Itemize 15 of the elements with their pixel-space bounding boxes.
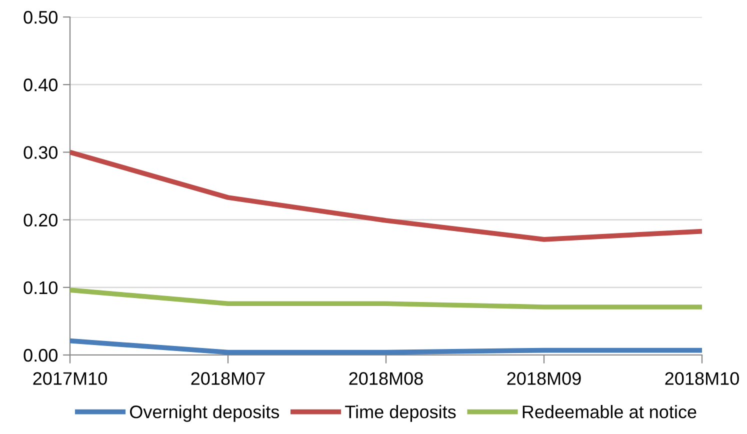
x-tick-label: 2018M08: [349, 372, 423, 385]
x-tick-label: 2018M10: [665, 372, 739, 385]
x-tick-label: 2018M07: [191, 372, 265, 385]
y-tick-label: 0.10: [24, 281, 58, 294]
legend-label: Time deposits: [345, 405, 456, 422]
y-tick-label: 0.50: [24, 10, 58, 24]
y-tick-label: 0.20: [24, 214, 58, 227]
x-tick-label: 2017M10: [33, 372, 107, 385]
legend-label: Redeemable at notice: [522, 405, 696, 418]
y-tick-label: 0.40: [24, 78, 58, 92]
y-tick-label: 0.00: [24, 348, 58, 362]
x-tick-label: 2018M09: [507, 372, 581, 385]
line-series: [70, 150, 702, 242]
y-tick-label: 0.30: [24, 146, 58, 159]
legend-label: Overnight deposits: [130, 405, 280, 422]
